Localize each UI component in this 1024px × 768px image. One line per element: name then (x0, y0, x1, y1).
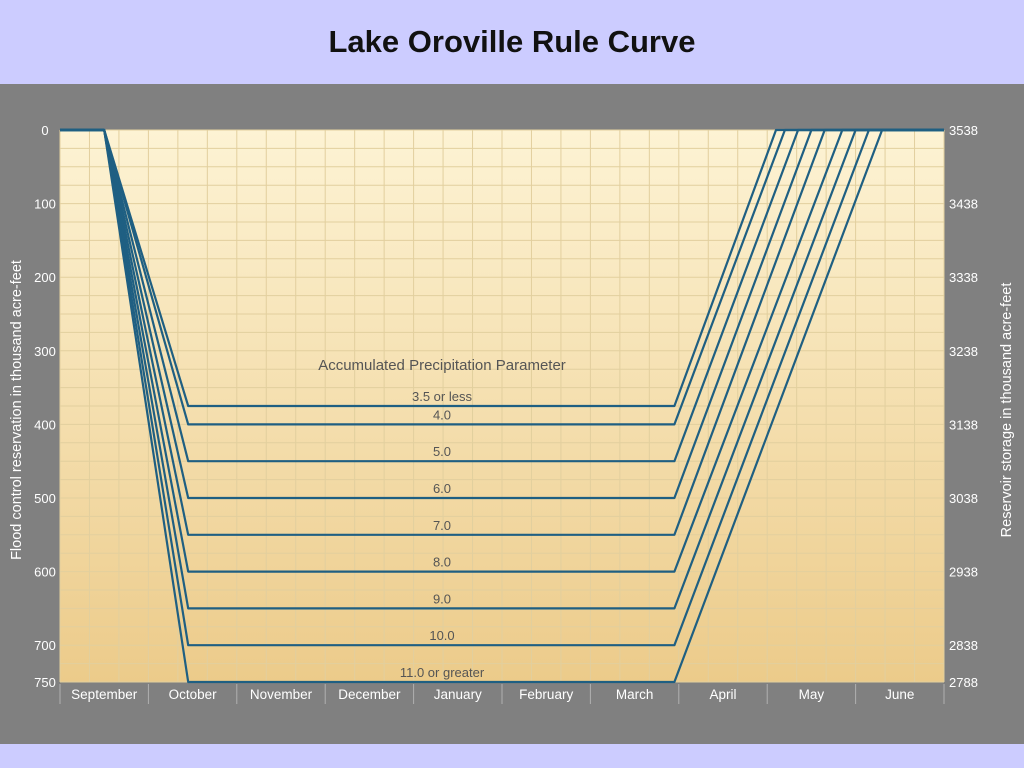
series-label: 7.0 (433, 518, 451, 533)
right-tick-label: 3438 (949, 197, 978, 212)
month-label: October (169, 687, 218, 702)
parameter-title: Accumulated Precipitation Parameter (318, 357, 566, 374)
right-tick-label: 2838 (949, 638, 978, 653)
right-tick-label: 3538 (949, 123, 978, 138)
right-tick-label: 2788 (949, 675, 978, 690)
series-label: 3.5 or less (412, 389, 472, 404)
left-tick-label: 750 (34, 675, 56, 690)
series-label: 11.0 or greater (400, 665, 485, 680)
left-tick-label: 0 (41, 123, 48, 138)
month-label: January (434, 687, 482, 702)
month-label: December (338, 687, 401, 702)
slide-title: Lake Oroville Rule Curve (328, 24, 696, 59)
left-tick-label: 200 (34, 270, 56, 285)
right-axis-ticks: 3538 3438 3338 3238 3138 3038 2938 2838 2788 (949, 123, 978, 690)
series-label: 4.0 (433, 407, 451, 422)
left-tick-label: 400 (34, 417, 56, 432)
right-tick-label: 3138 (949, 417, 978, 432)
right-tick-label: 3038 (949, 491, 978, 506)
series-label: 9.0 (433, 591, 451, 606)
left-tick-label: 300 (34, 344, 56, 359)
month-label: March (616, 687, 654, 702)
left-tick-label: 100 (34, 197, 56, 212)
month-label: February (519, 687, 573, 702)
series-label: 8.0 (433, 555, 451, 570)
month-label: November (250, 687, 313, 702)
left-axis-title: Flood control reservation in thousand ac… (9, 260, 25, 560)
month-axis: September October November December January F… (59, 684, 945, 704)
series-label: 5.0 (433, 444, 451, 459)
right-axis-title: Reservoir storage in thousand acre-feet (999, 283, 1015, 538)
series-label: 6.0 (433, 481, 451, 496)
right-tick-label: 3338 (949, 270, 978, 285)
rule-curve-chart: 3.5 or less 4.0 5.0 6.0 7.0 8.0 9.0 10.0 11.0 or… (9, 123, 1015, 704)
month-label: May (799, 687, 825, 702)
right-tick-label: 2938 (949, 565, 978, 580)
month-label: September (71, 687, 138, 702)
month-label: June (885, 687, 914, 702)
series-label: 10.0 (429, 628, 454, 643)
left-axis-ticks: 0 100 200 300 400 500 600 700 750 (34, 123, 56, 690)
left-tick-label: 500 (34, 491, 56, 506)
series-line (60, 128, 944, 684)
series-lines (60, 128, 944, 684)
month-label: April (709, 687, 736, 702)
bottom-band (0, 744, 1024, 768)
left-tick-label: 600 (34, 565, 56, 580)
right-tick-label: 3238 (949, 344, 978, 359)
left-tick-label: 700 (34, 638, 56, 653)
series-labels: 3.5 or less 4.0 5.0 6.0 7.0 8.0 9.0 10.0 11.0 or… (400, 389, 485, 680)
